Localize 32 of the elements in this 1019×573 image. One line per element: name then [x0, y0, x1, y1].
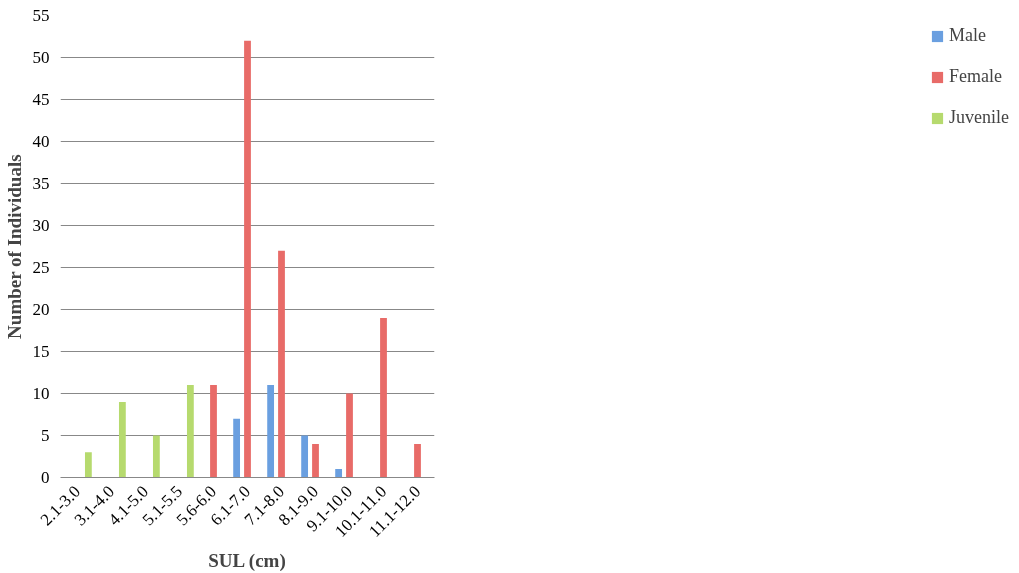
y-tick-label: 20: [32, 300, 50, 319]
bar: [210, 385, 217, 478]
bar: [84, 452, 92, 478]
y-tick-label: 40: [32, 132, 50, 151]
bar: [118, 401, 126, 478]
legend-label: Male: [949, 25, 986, 46]
y-tick-label: 5: [41, 426, 50, 445]
legend-label: Juvenile: [949, 107, 1009, 128]
bar: [335, 469, 343, 478]
y-tick-label: 10: [32, 384, 50, 403]
bar: [233, 418, 241, 478]
y-tick-label: 45: [32, 90, 50, 109]
bar: [186, 385, 194, 478]
legend-label: Female: [949, 66, 1002, 87]
bar: [244, 40, 251, 478]
x-axis-title: SUL (cm): [208, 549, 286, 572]
y-tick-label: 15: [32, 342, 50, 361]
y-tick-label: 50: [32, 48, 50, 67]
y-tick-label: 0: [41, 468, 50, 487]
bar: [312, 443, 319, 478]
bar: [267, 385, 275, 478]
y-tick-label: 35: [32, 174, 50, 193]
bar: [380, 317, 387, 478]
bar: [152, 435, 160, 478]
y-axis-title: Number of Individuals: [3, 154, 25, 339]
y-tick-label: 25: [32, 258, 50, 277]
bar: [414, 443, 421, 478]
bar: [346, 393, 353, 478]
bar: [278, 250, 285, 478]
y-tick-label: 30: [32, 216, 50, 235]
y-tick-label: 55: [32, 6, 50, 25]
bar: [301, 435, 309, 478]
